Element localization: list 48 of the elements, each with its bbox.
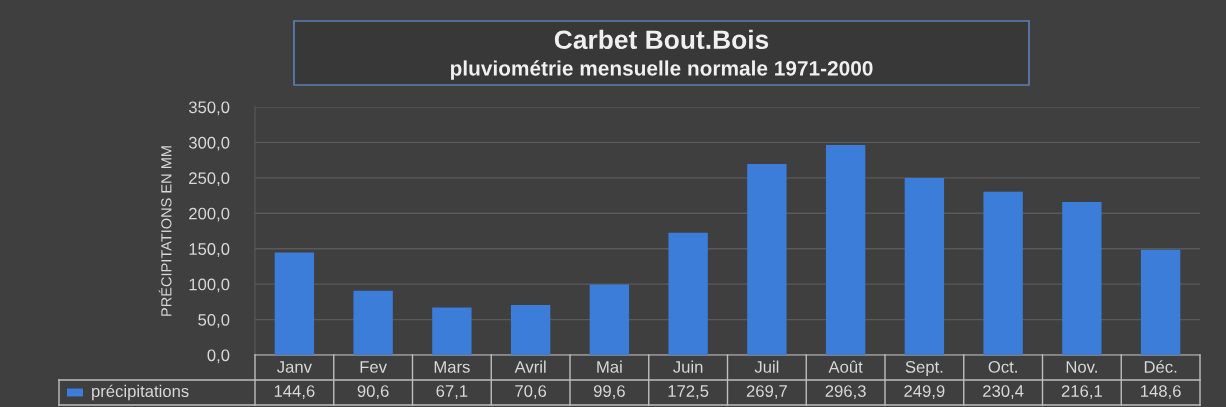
y-tick-label: 250,0 bbox=[189, 172, 230, 187]
bar bbox=[747, 163, 787, 355]
y-tick-label: 100,0 bbox=[189, 278, 230, 293]
bar bbox=[589, 284, 630, 355]
data-label: 296,3 bbox=[825, 385, 866, 399]
data-label: 230,4 bbox=[983, 385, 1024, 399]
bar bbox=[1140, 249, 1181, 355]
x-tick-label: Nov. bbox=[1066, 361, 1097, 373]
bar bbox=[274, 252, 315, 355]
bar bbox=[432, 307, 472, 355]
data-label: 99,6 bbox=[593, 385, 625, 399]
data-label: 70,6 bbox=[515, 385, 547, 399]
bar bbox=[904, 177, 945, 355]
x-tick-label: Mars bbox=[434, 361, 470, 373]
data-label: 216,1 bbox=[1061, 385, 1102, 399]
y-tick-label: 0,0 bbox=[207, 349, 230, 364]
x-tick-label: Juil bbox=[754, 360, 779, 373]
x-tick-label: Déc. bbox=[1144, 360, 1177, 373]
data-label: 90,6 bbox=[357, 385, 389, 399]
y-tick-label: 150,0 bbox=[189, 243, 230, 257]
chart-title: Carbet Bout.Bois bbox=[554, 29, 769, 50]
data-label: 148,6 bbox=[1141, 385, 1181, 399]
y-tick-label: 50,0 bbox=[198, 313, 230, 328]
x-tick-label: Juin bbox=[673, 360, 703, 373]
y-tick-label: 300,0 bbox=[188, 136, 230, 151]
bar bbox=[1062, 201, 1102, 355]
y-tick-label: 200,0 bbox=[189, 207, 230, 222]
x-tick-label: Janv bbox=[277, 361, 312, 373]
bar bbox=[353, 290, 393, 355]
data-label: 249,9 bbox=[904, 385, 945, 399]
x-tick-label: Fev bbox=[360, 361, 387, 373]
data-label: 144,6 bbox=[274, 385, 315, 399]
data-label: 269,7 bbox=[746, 385, 787, 399]
y-axis-title: PRÉCIPITATIONS EN MM bbox=[158, 146, 172, 316]
x-tick-label: Mai bbox=[597, 360, 622, 373]
x-tick-label: Août bbox=[828, 360, 863, 373]
y-tick-label: 350,0 bbox=[188, 101, 230, 116]
bar bbox=[510, 304, 551, 355]
x-tick-label: Oct. bbox=[988, 361, 1017, 373]
x-tick-label: Avril bbox=[514, 360, 546, 373]
x-tick-label: Sept. bbox=[905, 361, 943, 377]
bar bbox=[825, 145, 866, 355]
legend-label: précipitations bbox=[92, 384, 189, 401]
chart-subtitle: pluviométrie mensuelle normale 1971-2000 bbox=[450, 60, 873, 80]
data-label: 67,1 bbox=[436, 385, 468, 399]
bar bbox=[668, 232, 708, 355]
bar bbox=[983, 191, 1023, 355]
data-label: 172,5 bbox=[668, 385, 709, 399]
